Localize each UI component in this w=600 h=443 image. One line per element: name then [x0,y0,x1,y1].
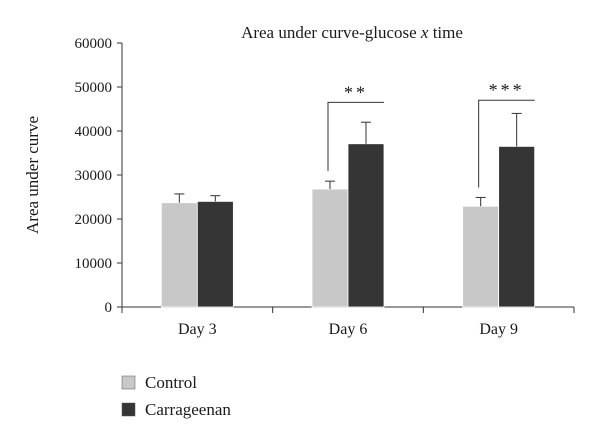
legend-label-carrageenan: Carrageenan [145,400,231,419]
x-tick-label: Day 9 [479,321,518,338]
significance-label: *** [489,80,525,100]
legend: Control Carrageenan [121,373,231,419]
x-tick-label: Day 6 [329,321,368,338]
y-tick-label: 40000 [75,124,113,140]
y-tick-label: 10000 [75,256,113,272]
bar-carrageenan-day-3 [196,200,234,308]
bar-control-day-3 [160,202,198,308]
significance-bracket [478,99,535,188]
legend-swatch-carrageenan [121,402,136,417]
y-tick-label: 60000 [75,36,113,52]
significance-bracket [327,101,384,172]
y-tick-label: 30000 [75,168,113,184]
y-axis-label: Area under curve [23,116,42,234]
legend-label-control: Control [145,373,197,392]
y-tick-label: 0 [105,300,113,316]
bar-control-day-6 [311,188,349,308]
plot-area: 0 10000 20000 30000 40000 50000 60000 Day 3 Day … [75,36,575,338]
y-tick-label: 20000 [75,212,113,228]
y-tick-label: 50000 [75,80,113,96]
bar-control-day-9 [462,205,500,308]
chart-title: Area under curve-glucose x time [241,23,463,42]
legend-swatch-control [121,375,136,390]
x-tick-label: Day 3 [178,321,217,338]
bar-carrageenan-day-6 [347,143,385,308]
significance-label: ** [344,82,368,102]
bar-carrageenan-day-9 [498,145,536,308]
